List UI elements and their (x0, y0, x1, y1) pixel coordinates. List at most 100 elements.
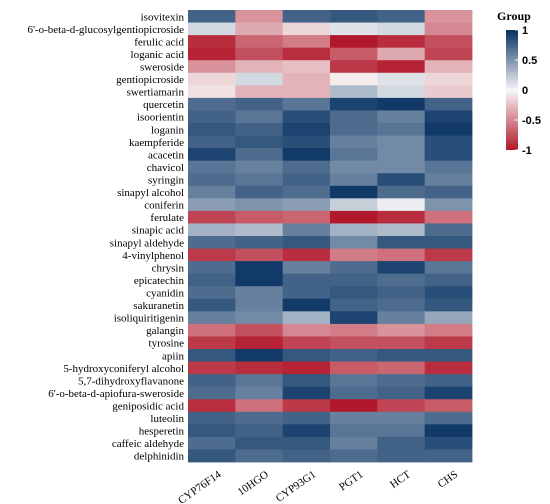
heatmap-cell (424, 236, 473, 249)
row-label: sakuranetin (133, 300, 184, 312)
legend-title: Group (497, 9, 531, 23)
heatmap-cell (235, 60, 284, 74)
heatmap-cell (424, 123, 473, 136)
heatmap-cell (282, 22, 331, 36)
heatmap-cell (282, 286, 331, 300)
heatmap-cell (282, 236, 331, 249)
heatmap-cell (377, 60, 426, 74)
heatmap-cell (377, 85, 426, 99)
heatmap-cell (424, 135, 473, 149)
heatmap-cell (424, 349, 473, 362)
heatmap-cell (330, 22, 378, 36)
column-label: CHS (436, 469, 460, 491)
heatmap-cell (188, 248, 236, 262)
heatmap-cell (377, 323, 426, 337)
heatmap-cell (424, 22, 473, 36)
row-label: 4-vinylphenol (122, 250, 184, 262)
heatmap-cell (188, 336, 236, 350)
heatmap-cell (377, 424, 426, 438)
heatmap-cell (424, 185, 473, 199)
heatmap-cell (282, 47, 331, 61)
heatmap-cell (377, 248, 426, 262)
heatmap-cell (282, 336, 331, 350)
heatmap-cell (330, 399, 378, 413)
heatmap-cell (188, 123, 236, 136)
heatmap-cell (330, 148, 378, 162)
row-label: loganin (151, 124, 184, 136)
heatmap-cell (377, 35, 426, 49)
heatmap-cell (282, 449, 331, 463)
heatmap-cell (282, 185, 331, 199)
heatmap-cell (377, 110, 426, 124)
heatmap-cell (330, 35, 378, 49)
heatmap-cell (377, 386, 426, 400)
heatmap-cell (235, 424, 284, 438)
row-label: swertiamarin (127, 87, 185, 99)
heatmap-cell (235, 273, 284, 287)
heatmap-cell (235, 323, 284, 337)
heatmap-cell (424, 286, 473, 300)
heatmap-cell (282, 72, 331, 86)
heatmap-cell (282, 110, 331, 124)
heatmap-cell (330, 236, 378, 249)
heatmap-cell (282, 148, 331, 162)
heatmap-cell (377, 336, 426, 350)
heatmap-cell (330, 223, 378, 237)
heatmap-cell (330, 298, 378, 312)
heatmap-cell (188, 110, 236, 124)
row-label: isoliquiritigenin (114, 313, 185, 325)
heatmap-cell (424, 298, 473, 312)
heatmap-cell (424, 223, 473, 237)
heatmap-cell (424, 10, 473, 23)
heatmap-cell (282, 135, 331, 149)
column-label: 10HGO (235, 469, 270, 499)
heatmap-cell (282, 123, 331, 136)
heatmap-cell (282, 97, 331, 111)
heatmap-cell (282, 85, 331, 99)
heatmap-cell (235, 336, 284, 350)
heatmap-cell (377, 47, 426, 61)
heatmap-cell (235, 148, 284, 162)
heatmap-cell (330, 85, 378, 99)
heatmap-cell (377, 22, 426, 36)
heatmap-cells (188, 10, 473, 463)
row-label: chrysin (152, 262, 185, 274)
row-label: geniposidic acid (112, 401, 184, 413)
heatmap-cell (377, 286, 426, 300)
heatmap-cell (330, 185, 378, 199)
heatmap-cell (424, 173, 473, 187)
row-label: sinapic acid (132, 225, 185, 237)
row-label: galangin (146, 325, 184, 337)
heatmap-cell (424, 273, 473, 287)
heatmap-cell (282, 60, 331, 74)
heatmap-cell (282, 399, 331, 413)
heatmap-cell (188, 135, 236, 149)
row-label: sweroside (140, 62, 184, 74)
heatmap-cell (188, 386, 236, 400)
heatmap-cell (282, 173, 331, 187)
heatmap-cell (235, 236, 284, 249)
heatmap-cell (188, 374, 236, 388)
heatmap-cell (330, 10, 378, 23)
row-labels: isovitexin6'-o-beta-d-glucosylgentiopicr… (27, 11, 184, 462)
row-label: 5,7-dihydroxyflavanone (78, 375, 184, 387)
heatmap-cell (377, 223, 426, 237)
heatmap-cell (330, 411, 378, 425)
heatmap-cell (235, 223, 284, 237)
heatmap-cell (188, 411, 236, 425)
heatmap-cell (235, 85, 284, 99)
heatmap-cell (188, 298, 236, 312)
heatmap-cell (235, 10, 284, 23)
heatmap-cell (282, 374, 331, 388)
heatmap-cell (330, 261, 378, 275)
column-label: HCT (388, 468, 413, 491)
heatmap-cell (282, 160, 331, 174)
heatmap-cell (424, 424, 473, 438)
heatmap-cell (330, 336, 378, 350)
heatmap-cell (330, 198, 378, 212)
heatmap-cell (235, 261, 284, 275)
heatmap-cell (377, 236, 426, 249)
heatmap-cell (424, 411, 473, 425)
row-label: acacetin (148, 149, 185, 161)
heatmap-cell (330, 210, 378, 224)
